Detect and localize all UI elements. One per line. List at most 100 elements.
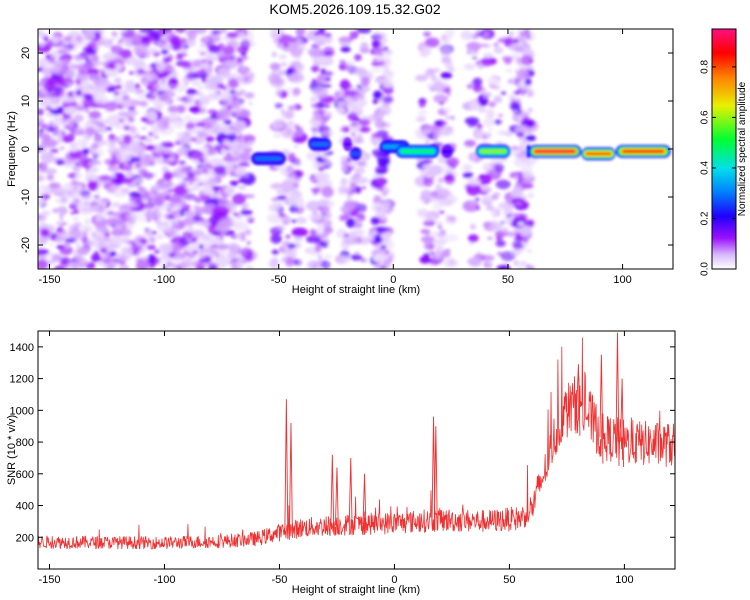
noise-blob xyxy=(222,85,227,91)
noise-blob xyxy=(95,214,104,222)
noise-blob xyxy=(342,126,350,133)
noise-blob xyxy=(525,265,535,269)
noise-blob xyxy=(336,106,346,114)
noise-blob xyxy=(101,252,107,260)
noise-blob xyxy=(44,37,48,41)
noise-blob xyxy=(43,62,56,69)
noise-blob xyxy=(164,63,172,73)
noise-blob xyxy=(82,226,93,232)
snr-x-ticks: -150 -100 -50 0 50 100 xyxy=(38,331,634,586)
noise-blob xyxy=(241,55,249,61)
noise-blob xyxy=(350,122,359,127)
noise-blob xyxy=(218,145,228,150)
noise-blob xyxy=(134,178,145,184)
noise-blob xyxy=(200,145,209,153)
noise-blob xyxy=(513,109,519,114)
colorbar-ticks: 0.0 0.2 0.4 0.6 0.8 xyxy=(700,60,736,276)
noise-blob xyxy=(108,133,116,140)
noise-blob xyxy=(196,48,202,53)
noise-blob xyxy=(435,183,442,191)
snr-background xyxy=(38,331,675,569)
noise-blob xyxy=(467,234,479,243)
noise-blob xyxy=(472,77,483,87)
noise-blob xyxy=(247,29,255,35)
noise-blob xyxy=(502,56,514,62)
noise-blob xyxy=(230,54,237,57)
noise-blob xyxy=(424,70,433,78)
noise-blob xyxy=(148,131,154,137)
noise-blob xyxy=(356,84,363,90)
noise-blob xyxy=(383,86,394,95)
noise-blob xyxy=(136,68,146,75)
noise-blob xyxy=(184,114,192,121)
noise-blob xyxy=(205,135,215,143)
noise-blob xyxy=(138,100,148,107)
noise-blob xyxy=(223,73,233,80)
noise-blob xyxy=(311,160,317,167)
noise-blob xyxy=(416,116,427,123)
noise-blob xyxy=(310,102,316,108)
noise-blob xyxy=(308,212,323,221)
noise-blob xyxy=(494,162,505,173)
noise-blob xyxy=(280,62,288,67)
noise-blob xyxy=(225,129,236,135)
noise-blob xyxy=(488,101,496,108)
band-segment xyxy=(622,149,665,153)
noise-blob xyxy=(71,194,85,205)
noise-blob xyxy=(508,31,514,36)
noise-blob xyxy=(378,33,385,38)
x-tick-label: 50 xyxy=(503,574,515,586)
noise-blob xyxy=(218,199,230,205)
noise-blob xyxy=(124,172,134,177)
noise-blob xyxy=(127,202,136,208)
noise-blob xyxy=(291,219,297,223)
noise-blob xyxy=(270,182,284,190)
noise-blob xyxy=(209,75,224,84)
noise-blob xyxy=(466,182,481,196)
noise-blob xyxy=(158,91,172,100)
noise-blob xyxy=(213,230,223,237)
noise-blob xyxy=(316,227,325,235)
snr-frame xyxy=(37,330,676,570)
noise-blob xyxy=(373,234,383,244)
noise-blob xyxy=(111,202,121,208)
noise-blob xyxy=(208,45,221,54)
noise-blob xyxy=(133,43,148,55)
noise-blob xyxy=(173,185,186,196)
noise-blob xyxy=(183,68,189,72)
noise-blob xyxy=(295,217,308,224)
noise-blob xyxy=(140,36,150,44)
noise-blob xyxy=(183,209,195,218)
noise-blob xyxy=(355,98,368,108)
noise-blob xyxy=(107,38,114,44)
noise-blob xyxy=(70,211,75,215)
noise-blob xyxy=(94,137,103,142)
noise-blob xyxy=(307,260,321,269)
noise-blob xyxy=(371,61,382,67)
noise-blob xyxy=(105,52,114,58)
noise-blob xyxy=(56,116,61,120)
noise-blob xyxy=(487,132,492,136)
noise-blob xyxy=(521,46,532,53)
y-tick-label: 1200 xyxy=(10,374,34,386)
noise-blob xyxy=(80,264,86,268)
band-segment xyxy=(534,149,575,153)
noise-blob xyxy=(231,125,245,132)
noise-blob xyxy=(361,115,370,120)
noise-blob xyxy=(289,190,303,200)
snr-y-axis-label: SNR (10 * v/v) xyxy=(6,415,18,485)
noise-blob xyxy=(239,89,246,96)
snr-x-axis-label: Height of straight line (km) xyxy=(292,584,420,596)
noise-blob xyxy=(59,217,64,222)
noise-blob xyxy=(434,68,440,73)
noise-blob xyxy=(434,194,446,200)
noise-blob xyxy=(443,234,459,242)
noise-blob xyxy=(243,147,253,154)
noise-blob xyxy=(324,71,334,76)
noise-blob xyxy=(514,90,521,96)
noise-blob xyxy=(316,162,325,167)
noise-blob xyxy=(296,70,302,75)
noise-blob xyxy=(323,226,333,234)
noise-blob xyxy=(281,113,286,118)
noise-blob xyxy=(110,231,116,235)
